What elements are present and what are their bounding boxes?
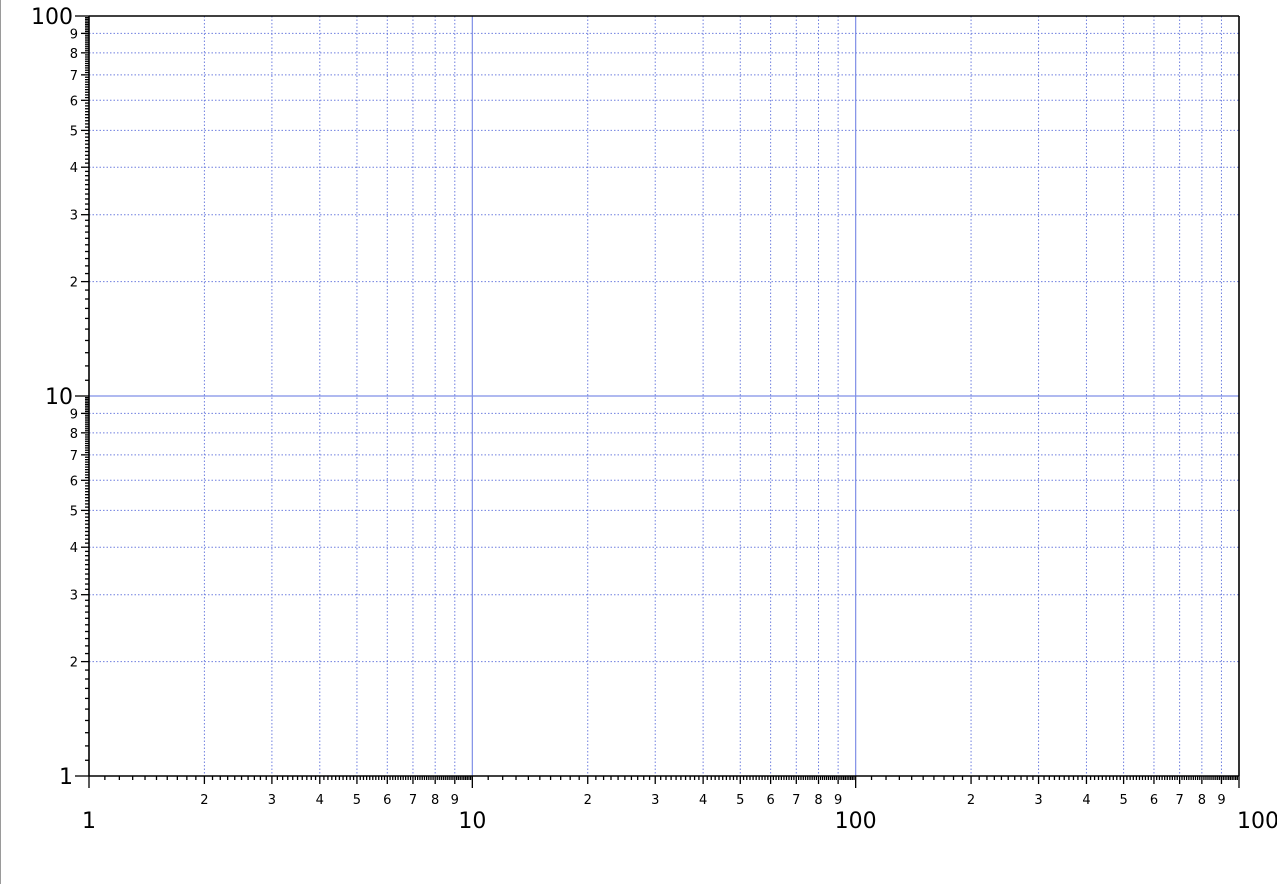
- x-minor-tick-label: 2: [584, 793, 592, 808]
- x-minor-tick-label: 7: [792, 793, 800, 808]
- x-minor-tick-label: 7: [1175, 793, 1183, 808]
- x-major-tick-label: 1: [82, 809, 96, 834]
- x-minor-tick-label: 6: [766, 793, 774, 808]
- x-minor-tick-label: 2: [200, 793, 208, 808]
- y-minor-tick-label: 3: [70, 209, 78, 224]
- x-minor-tick-label: 8: [431, 793, 439, 808]
- x-minor-tick-label: 3: [1034, 793, 1042, 808]
- y-minor-tick-label: 6: [70, 94, 78, 109]
- x-minor-tick-label: 5: [736, 793, 744, 808]
- tick-label-layer: 2345678923456789234567891101001000234567…: [31, 5, 1277, 834]
- x-major-tick-label: 1000: [1237, 809, 1277, 834]
- x-minor-tick-label: 4: [699, 793, 707, 808]
- y-minor-tick-label: 9: [70, 407, 78, 422]
- y-minor-tick-label: 2: [70, 656, 78, 671]
- x-minor-tick-label: 6: [383, 793, 391, 808]
- x-minor-tick-label: 6: [1150, 793, 1158, 808]
- y-minor-tick-label: 8: [70, 427, 78, 442]
- y-minor-tick-label: 3: [70, 589, 78, 604]
- y-minor-tick-label: 7: [70, 449, 78, 464]
- y-minor-tick-label: 5: [70, 124, 78, 139]
- y-minor-tick-label: 8: [70, 47, 78, 62]
- y-minor-tick-label: 4: [70, 541, 78, 556]
- x-minor-tick-label: 9: [451, 793, 459, 808]
- x-minor-tick-label: 4: [316, 793, 324, 808]
- x-minor-tick-label: 3: [651, 793, 659, 808]
- x-minor-tick-label: 5: [353, 793, 361, 808]
- grid-layer: [89, 16, 1239, 776]
- x-minor-tick-label: 5: [1119, 793, 1127, 808]
- x-minor-tick-label: 4: [1082, 793, 1090, 808]
- y-minor-tick-label: 9: [70, 27, 78, 42]
- x-minor-tick-label: 3: [268, 793, 276, 808]
- x-minor-tick-label: 9: [1217, 793, 1225, 808]
- y-major-tick-label: 1: [59, 765, 73, 790]
- y-minor-tick-label: 2: [70, 276, 78, 291]
- y-minor-tick-label: 7: [70, 69, 78, 84]
- y-minor-tick-label: 6: [70, 474, 78, 489]
- y-minor-tick-label: 5: [70, 504, 78, 519]
- y-major-tick-label: 10: [45, 385, 73, 410]
- x-minor-tick-label: 8: [1198, 793, 1206, 808]
- y-minor-tick-label: 4: [70, 161, 78, 176]
- axis-layer: [75, 15, 1240, 788]
- y-major-tick-label: 100: [31, 5, 73, 30]
- x-minor-tick-label: 9: [834, 793, 842, 808]
- x-minor-tick-label: 2: [967, 793, 975, 808]
- x-major-tick-label: 100: [835, 809, 877, 834]
- x-minor-tick-label: 8: [814, 793, 822, 808]
- x-major-tick-label: 10: [458, 809, 486, 834]
- x-minor-tick-label: 7: [409, 793, 417, 808]
